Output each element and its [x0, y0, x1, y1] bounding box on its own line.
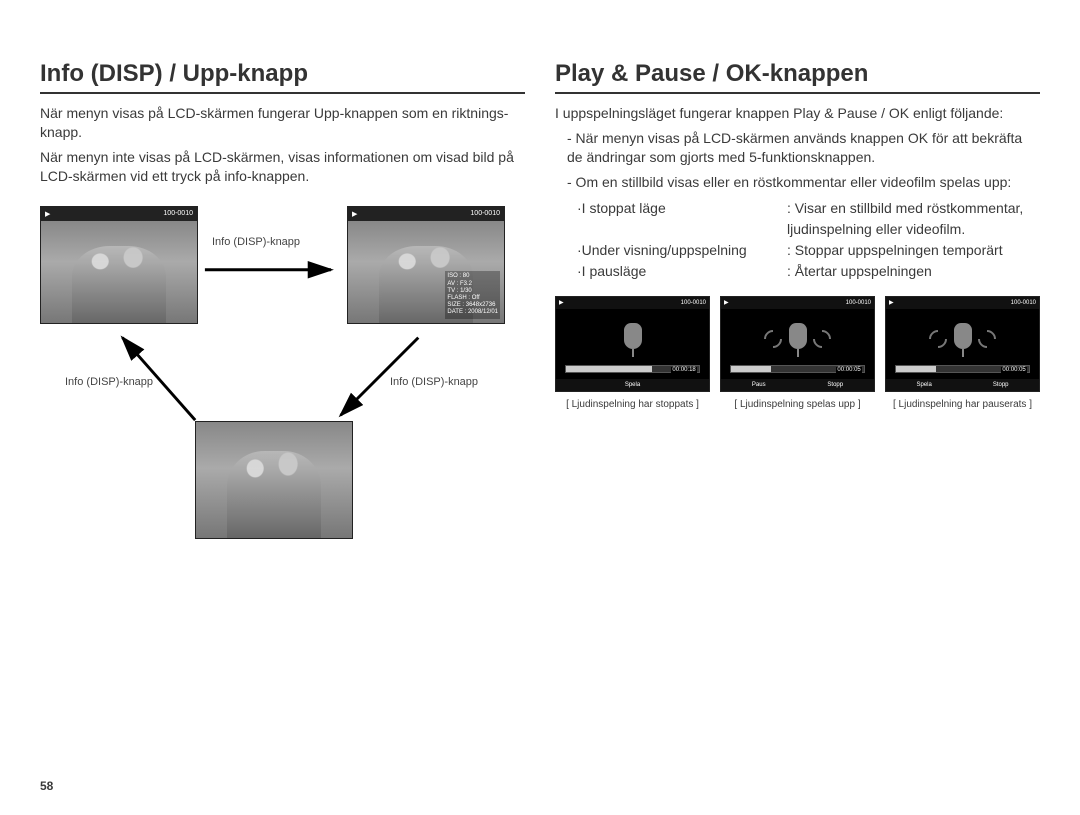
- audio-counter: 100-0010: [846, 300, 871, 306]
- audio-screen-playing: ▶100-0010 00:00:05 Paus Stopp: [720, 296, 875, 393]
- page-number: 58: [40, 779, 53, 793]
- btn-pause: Paus: [752, 382, 766, 388]
- audio-counter: 100-0010: [1011, 300, 1036, 306]
- mic-icon: [954, 323, 972, 349]
- detail-tv: TV : 1/30: [447, 288, 498, 295]
- mic-icon: [624, 323, 642, 349]
- btn-stop: Stopp: [993, 382, 1009, 388]
- right-intro: I uppspelningsläget fungerar knappen Pla…: [555, 104, 1040, 123]
- audio-counter: 100-0010: [681, 300, 706, 306]
- photo-basic-overlay: ▶ 100-0010: [40, 206, 198, 324]
- audio-time-2: 00:00:05: [836, 367, 861, 373]
- btn-play: Spela: [625, 382, 640, 388]
- mode-paused-l: ·I pausläge: [577, 261, 787, 282]
- btn-stop: Stopp: [827, 382, 843, 388]
- play-icon: ▶: [352, 210, 357, 218]
- audio-examples: ▶100-0010 00:00:18 Spela [ Ljudinspelnin…: [555, 296, 1040, 412]
- detail-flash: FLASH : Off: [447, 295, 498, 302]
- photo-detail-info: ISO : 80 AV : F3.2 TV : 1/30 FLASH : Off…: [445, 271, 500, 318]
- play-icon: ▶: [45, 210, 50, 218]
- disp-label-right: Info (DISP)-knapp: [390, 376, 478, 388]
- right-bullet-1: - När menyn visas på LCD-skärmen används…: [555, 129, 1040, 167]
- audio-cap-3: [ Ljudinspelning har pauserats ]: [885, 398, 1040, 411]
- detail-date: DATE : 2008/12/01: [447, 309, 498, 316]
- disp-label-left: Info (DISP)-knapp: [65, 376, 153, 388]
- mode-playing-r: : Stoppar uppspelningen temporärt: [787, 240, 1040, 261]
- detail-av: AV : F3.2: [447, 281, 498, 288]
- left-para-2: När menyn inte visas på LCD-skärmen, vis…: [40, 148, 525, 186]
- audio-time-3: 00:00:05: [1001, 367, 1026, 373]
- photo-detailed-overlay: ▶ 100-0010 ISO : 80 AV : F3.2 TV : 1/30 …: [347, 206, 505, 324]
- disp-cycle-diagram: ▶ 100-0010 ▶ 100-0010 ISO : 80 AV : F3.2…: [40, 206, 525, 576]
- mic-icon: [789, 323, 807, 349]
- mode-stopped-r: : Visar en stillbild med röstkommentar, …: [787, 198, 1040, 240]
- right-heading: Play & Pause / OK-knappen: [555, 60, 1040, 94]
- audio-cap-2: [ Ljudinspelning spelas upp ]: [720, 398, 875, 411]
- photo-counter: 100-0010: [470, 210, 500, 217]
- photo-counter: 100-0010: [163, 210, 193, 217]
- left-heading: Info (DISP) / Upp-knapp: [40, 60, 525, 94]
- right-bullet-2: - Om en stillbild visas eller en röstkom…: [555, 173, 1040, 192]
- photo-no-overlay: [195, 421, 353, 539]
- audio-time-1: 00:00:18: [671, 367, 696, 373]
- mode-paused-r: : Återtar uppspelningen: [787, 261, 1040, 282]
- disp-label-top: Info (DISP)-knapp: [212, 236, 300, 248]
- btn-play: Spela: [916, 382, 931, 388]
- left-para-1: När menyn visas på LCD-skärmen fungerar …: [40, 104, 525, 142]
- mode-playing-l: ·Under visning/uppspelning: [577, 240, 787, 261]
- audio-cap-1: [ Ljudinspelning har stoppats ]: [555, 398, 710, 411]
- audio-screen-paused: ▶100-0010 00:00:05 Spela Stopp: [885, 296, 1040, 393]
- detail-iso: ISO : 80: [447, 273, 498, 280]
- audio-screen-stopped: ▶100-0010 00:00:18 Spela: [555, 296, 710, 393]
- detail-size: SIZE : 3648x2736: [447, 302, 498, 309]
- mode-stopped-l: ·I stoppat läge: [577, 198, 787, 240]
